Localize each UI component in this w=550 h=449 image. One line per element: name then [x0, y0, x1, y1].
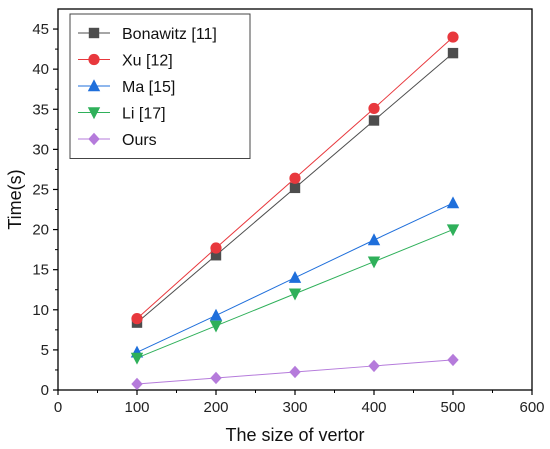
data-point: [289, 172, 301, 184]
legend: Bonawitz [11] Xu [12] Ma [15] Li [17] Ours: [69, 13, 251, 159]
data-point: [367, 233, 381, 246]
data-point: [130, 352, 144, 365]
axes: 0 100 200 300 400 500 600 0 5 10 15 20 25 30 35 40 45: [32, 8, 545, 416]
data-point: [131, 377, 143, 391]
x-axis-label: The size of vertor: [225, 425, 364, 445]
x-tick-label: 0: [54, 399, 62, 416]
legend-marker: [88, 53, 100, 66]
legend-label: Xu [12]: [122, 53, 173, 70]
y-tick-label: 35: [32, 101, 49, 118]
x-tick-label: 500: [440, 399, 465, 416]
legend-label: Bonawitz [11]: [122, 26, 217, 43]
x-tick-label: 200: [203, 399, 228, 416]
legend-marker: [87, 79, 101, 92]
x-tick-label: 100: [124, 399, 149, 416]
legend-label: Li [17]: [122, 106, 166, 123]
legend-item: Ma [15]: [78, 79, 175, 96]
legend-item: Xu [12]: [78, 53, 173, 70]
y-tick-label: 10: [32, 302, 49, 319]
data-point: [288, 271, 302, 283]
y-axis-label: Time(s): [5, 169, 25, 229]
data-point: [447, 353, 459, 367]
data-point: [447, 31, 459, 43]
data-point: [209, 320, 223, 333]
x-tick-label: 300: [282, 399, 307, 416]
data-point: [210, 250, 222, 261]
y-tick-label: 30: [32, 141, 49, 158]
y-tick-label: 20: [32, 222, 49, 239]
series-3: [130, 224, 460, 365]
y-tick-label: 15: [32, 262, 49, 279]
data-point: [289, 182, 301, 194]
data-point: [446, 196, 460, 209]
data-point: [447, 47, 459, 59]
legend-marker: [88, 27, 100, 39]
data-point: [131, 313, 143, 325]
data-point: [368, 115, 380, 126]
legend-item: Ours: [78, 132, 157, 149]
legend-item: Bonawitz [11]: [78, 26, 217, 43]
y-tick-label: 5: [41, 342, 49, 359]
y-tick-label: 25: [32, 181, 49, 198]
legend-label: Ours: [122, 132, 157, 149]
legend-marker: [88, 132, 100, 146]
data-point: [368, 359, 380, 373]
series-group: [130, 31, 460, 391]
data-point: [210, 242, 222, 254]
data-point: [367, 256, 381, 269]
series-4: [131, 353, 459, 391]
data-point: [446, 224, 460, 237]
legend-item: Li [17]: [78, 106, 166, 123]
series-2: [130, 196, 460, 358]
data-point: [289, 365, 301, 379]
y-tick-label: 40: [32, 61, 49, 78]
y-tick-label: 45: [32, 21, 49, 38]
data-point: [368, 102, 380, 115]
y-tick-label: 0: [41, 382, 49, 399]
x-tick-label: 600: [519, 399, 544, 416]
x-tick-label: 400: [361, 399, 386, 416]
legend-marker: [87, 107, 101, 120]
data-point: [210, 371, 222, 385]
series-1: [131, 31, 459, 325]
legend-label: Ma [15]: [122, 79, 175, 96]
data-point: [288, 288, 302, 301]
data-point: [209, 308, 223, 321]
